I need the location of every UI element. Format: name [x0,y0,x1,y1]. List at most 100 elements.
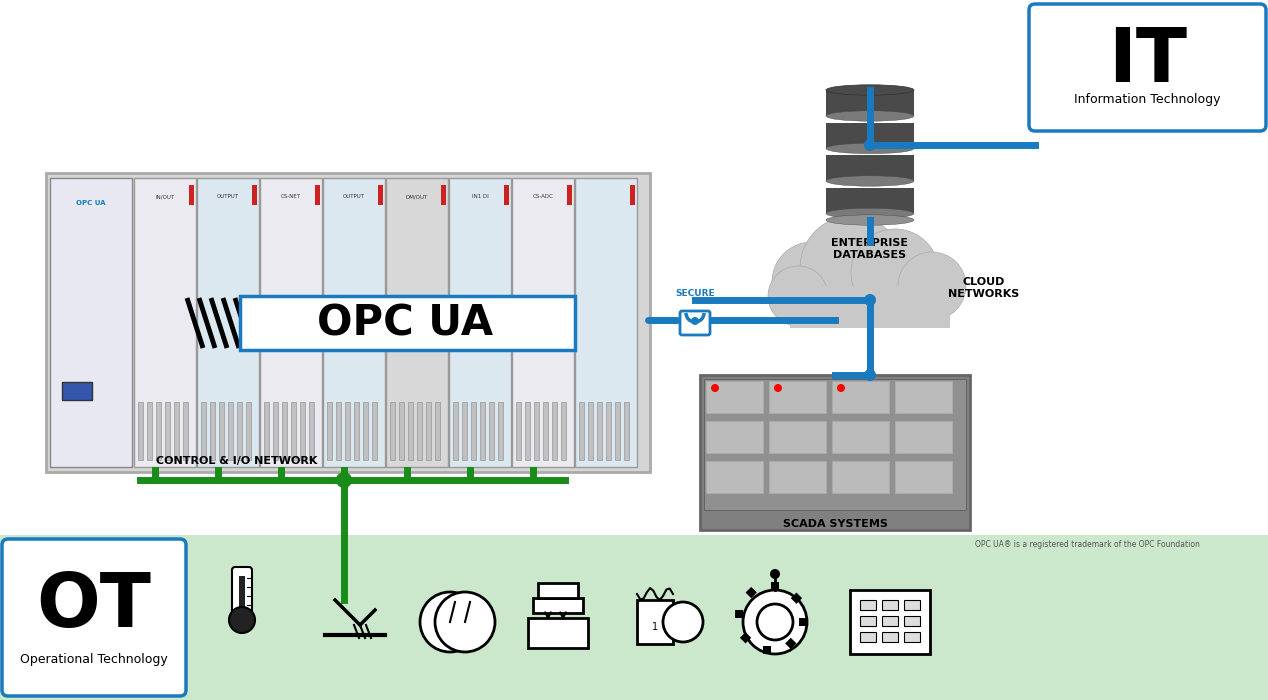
Ellipse shape [825,209,914,218]
Bar [860,616,876,626]
Circle shape [757,604,792,640]
Bar [567,185,572,205]
Bar [825,188,914,214]
Circle shape [772,242,852,322]
Circle shape [898,252,966,320]
Text: OPC UA: OPC UA [317,302,493,344]
Bar [481,402,484,460]
Bar [264,402,269,460]
FancyBboxPatch shape [832,421,889,453]
Text: OT: OT [37,570,151,643]
Bar [791,592,803,604]
Bar [470,402,476,460]
Bar [426,402,431,460]
Bar [189,185,194,205]
Text: SECURE: SECURE [675,289,715,298]
Bar [238,576,245,608]
FancyBboxPatch shape [704,379,966,510]
Text: OUTPUT: OUTPUT [217,195,238,200]
Bar [435,402,440,460]
Bar [489,402,495,460]
Circle shape [691,317,699,325]
Bar [799,618,806,626]
Bar [290,402,295,460]
Circle shape [336,472,353,488]
Bar [202,402,205,460]
Circle shape [864,139,876,151]
Circle shape [864,369,876,381]
Bar [165,402,170,460]
FancyBboxPatch shape [706,381,763,413]
Bar [860,600,876,610]
Text: Information Technology: Information Technology [1074,94,1221,106]
FancyBboxPatch shape [260,178,322,467]
FancyBboxPatch shape [62,382,93,400]
Bar [301,402,306,460]
Bar [252,185,257,205]
Circle shape [689,313,702,327]
Bar [825,122,914,148]
Bar [183,402,188,460]
Bar [336,402,341,460]
Circle shape [770,569,780,579]
Circle shape [864,294,876,306]
FancyBboxPatch shape [197,178,259,467]
Text: 1: 1 [652,622,658,632]
FancyBboxPatch shape [700,375,970,530]
FancyBboxPatch shape [134,178,197,467]
Circle shape [800,216,904,320]
FancyBboxPatch shape [385,178,448,467]
Bar [525,402,530,460]
Text: Operational Technology: Operational Technology [20,654,167,666]
FancyBboxPatch shape [3,539,186,696]
Bar [533,598,583,613]
Circle shape [711,384,719,392]
Bar [156,402,161,460]
Bar [771,582,779,590]
Text: OPC UA® is a registered trademark of the OPC Foundation: OPC UA® is a registered trademark of the… [975,540,1200,549]
Bar [417,402,422,460]
Bar [527,618,588,648]
Bar [560,402,566,460]
Bar [281,402,287,460]
Bar [147,402,152,460]
Text: CS-NET: CS-NET [281,195,301,200]
Text: CLOUD
NETWORKS: CLOUD NETWORKS [948,277,1019,299]
Circle shape [743,590,806,654]
Circle shape [837,384,844,392]
Text: SCADA SYSTEMS: SCADA SYSTEMS [782,519,888,529]
Text: DM/OUT: DM/OUT [406,195,429,200]
Bar [408,402,413,460]
Text: CONTROL & I/O NETWORK: CONTROL & I/O NETWORK [156,456,318,466]
Bar [746,587,757,598]
Bar [354,402,359,460]
Text: CS-ADC: CS-ADC [533,195,553,200]
Bar [615,402,620,460]
Circle shape [768,266,828,326]
Bar [883,616,898,626]
FancyBboxPatch shape [895,461,952,493]
Bar [597,402,602,460]
FancyBboxPatch shape [895,421,952,453]
Bar [345,402,350,460]
Bar [860,632,876,642]
Bar [462,402,467,460]
Bar [0,535,1268,700]
Bar [543,402,548,460]
Bar [314,185,320,205]
Ellipse shape [825,176,914,186]
Bar [391,402,396,460]
Circle shape [420,592,481,652]
Bar [273,402,278,460]
Bar [552,402,557,460]
Bar [763,646,771,654]
FancyBboxPatch shape [240,296,574,350]
Ellipse shape [825,85,914,95]
Text: ENTERPRISE
DATABASES: ENTERPRISE DATABASES [832,238,908,260]
FancyBboxPatch shape [1030,4,1265,131]
Bar [327,402,332,460]
Circle shape [773,384,782,392]
Bar [630,185,635,205]
Bar [309,402,314,460]
Bar [516,402,521,460]
